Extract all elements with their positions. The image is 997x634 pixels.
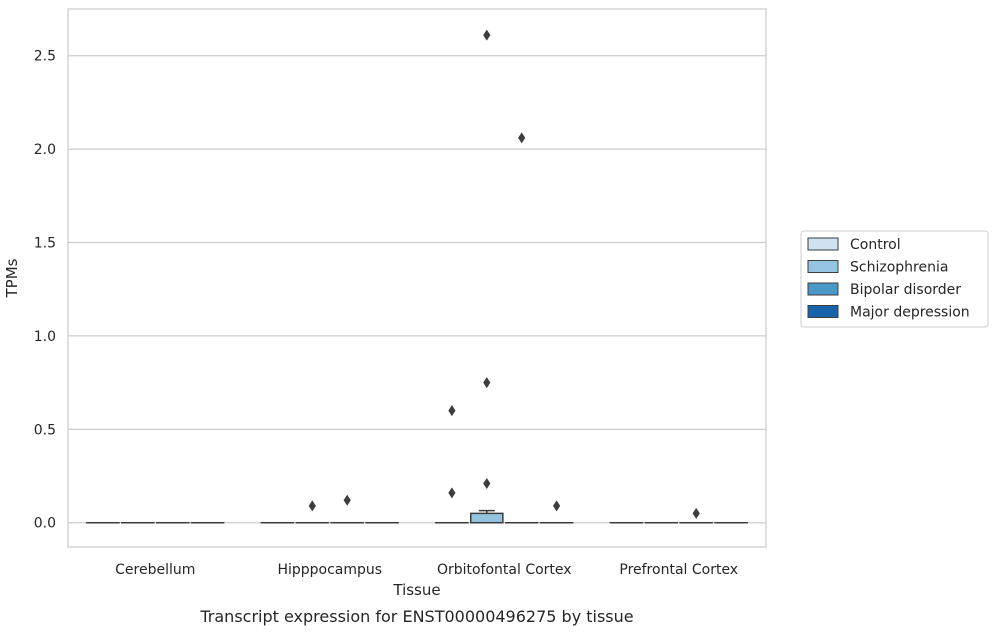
legend: Control Schizophrenia Bipolar disorder Majo…	[800, 230, 989, 328]
x-tick-label: Cerebellum	[115, 562, 195, 578]
outlier-point	[518, 132, 526, 144]
outlier-point	[343, 494, 351, 506]
x-axis-label: Tissue	[392, 581, 440, 599]
box-schizophrenia	[469, 509, 504, 524]
outlier-point	[483, 377, 491, 389]
chart-caption: Transcript expression for ENST0000049627…	[199, 607, 633, 626]
x-tick-label: Prefrontal Cortex	[619, 562, 738, 578]
y-tick-label: 0.5	[34, 422, 56, 438]
box-series	[86, 509, 748, 524]
y-tick-label: 0.0	[34, 516, 56, 532]
x-tick-label: Orbitofontal Cortex	[437, 562, 572, 578]
legend-label: Schizophrenia	[850, 260, 948, 276]
x-tick-labels: Cerebellum Hipppocampus Orbitofontal Corte…	[115, 562, 738, 578]
plot-area	[68, 9, 766, 547]
outlier-points	[308, 29, 700, 519]
outlier-point	[448, 405, 456, 417]
y-tick-labels: 0.0 0.5 1.0 1.5 2.0 2.5	[34, 49, 56, 532]
legend-swatch	[807, 237, 839, 251]
outlier-point	[553, 500, 561, 512]
outlier-point	[483, 29, 491, 41]
plot-frame	[67, 8, 767, 548]
legend-label: Bipolar disorder	[850, 282, 961, 298]
x-tick-label: Hipppocampus	[277, 562, 382, 578]
outlier-point	[448, 487, 456, 499]
legend-label: Major depression	[850, 305, 970, 321]
y-tick-label: 1.5	[34, 236, 56, 252]
legend-swatch	[807, 282, 839, 296]
outlier-point	[308, 500, 316, 512]
outlier-point	[692, 507, 700, 519]
legend-swatch	[807, 260, 839, 273]
y-tick-label: 2.5	[34, 49, 56, 65]
y-axis-label: TPMs	[3, 258, 21, 298]
legend-frame	[800, 230, 989, 328]
legend-swatch	[807, 305, 839, 318]
y-tick-label: 2.0	[34, 142, 56, 158]
legend-label: Control	[850, 237, 901, 253]
y-tick-label: 1.0	[34, 329, 56, 345]
outlier-point	[483, 477, 491, 489]
box-body	[469, 512, 504, 524]
